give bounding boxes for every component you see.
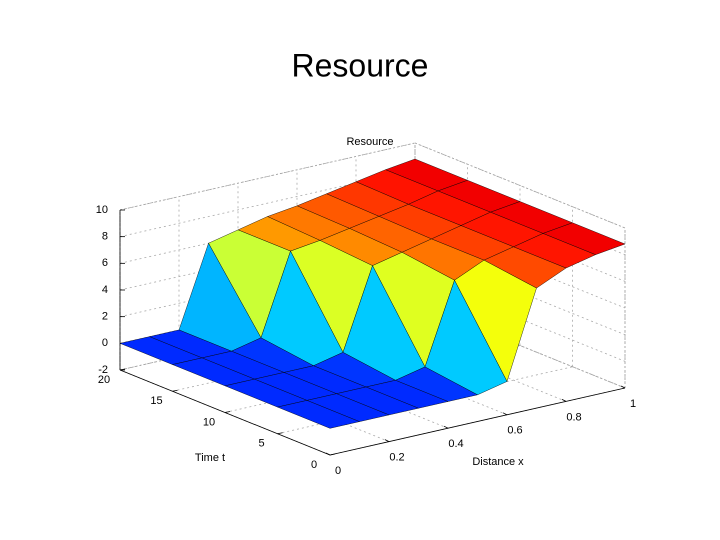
grid-line — [119, 169, 416, 238]
x-tick-label: 0.4 — [448, 438, 463, 450]
x-tick — [443, 425, 449, 429]
z-tick-label: -2 — [98, 364, 108, 376]
z-tick-label: 2 — [102, 311, 108, 323]
y-tick-label: 5 — [258, 438, 264, 450]
y-tick-label: 15 — [150, 395, 162, 407]
x-tick — [620, 385, 626, 389]
z-tick-label: 6 — [102, 257, 108, 269]
slide-title: Resource — [292, 47, 429, 83]
y-tick-label: 20 — [98, 374, 110, 386]
box-edge — [414, 142, 626, 229]
y-tick — [277, 432, 283, 435]
y-tick — [119, 368, 126, 371]
x-tick-label: 0 — [335, 465, 341, 477]
x-axis-label: Distance x — [472, 456, 524, 468]
y-tick — [172, 389, 178, 392]
x-tick — [502, 412, 508, 416]
z-tick-label: 4 — [102, 284, 108, 296]
y-tick — [329, 453, 336, 456]
x-tick — [384, 439, 390, 442]
box-edge — [119, 142, 416, 211]
chart-title: Resource — [346, 136, 393, 148]
y-tick-label: 10 — [203, 416, 215, 428]
y-axis-label: Time t — [195, 452, 225, 464]
surface-patch — [276, 400, 361, 429]
x-tick-label: 0.2 — [389, 452, 404, 464]
grid-line — [119, 142, 416, 211]
x-axis — [329, 387, 626, 456]
y-tick — [224, 411, 231, 413]
z-tick-label: 0 — [102, 337, 108, 349]
z-tick-label: 10 — [96, 204, 108, 216]
x-tick-label: 0.6 — [507, 425, 522, 437]
x-tick-label: 0.8 — [566, 411, 581, 423]
z-tick-label: 8 — [102, 231, 108, 243]
y-tick-label: 0 — [311, 459, 317, 471]
x-tick — [561, 399, 567, 402]
x-tick — [325, 452, 331, 456]
x-tick-label: 1 — [630, 398, 636, 410]
